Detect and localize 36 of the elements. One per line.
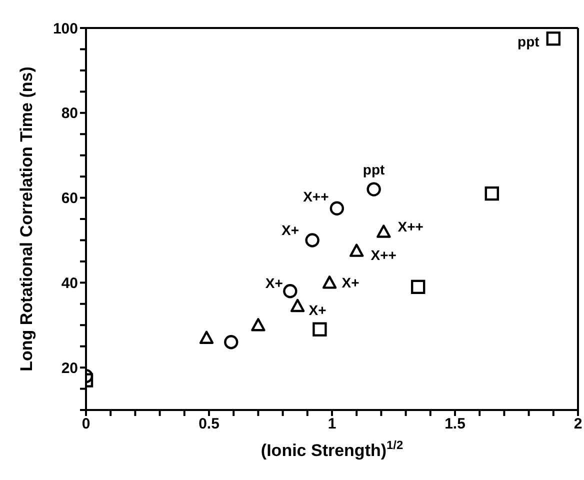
x-tick-label: 2: [574, 416, 582, 433]
annotation: X+: [342, 274, 360, 291]
point: [283, 284, 298, 298]
y-tick-label: 20: [61, 360, 78, 377]
annotation: X++: [370, 246, 396, 263]
point: [484, 186, 499, 201]
annotation: X+: [265, 275, 283, 292]
y-tick-label: 40: [61, 274, 78, 292]
x-tick-label: 0: [82, 416, 90, 433]
x-tick-label: 1: [328, 416, 336, 433]
y-axis-title: Long Rotational Correlation Time (ns): [17, 66, 36, 372]
point: [330, 201, 344, 216]
point: [312, 322, 327, 336]
y-tick-label: 100: [52, 20, 78, 38]
annotation: X++: [398, 218, 424, 235]
annotation: ppt: [362, 161, 386, 178]
annotation: X+: [282, 222, 300, 238]
point: [199, 330, 214, 344]
point: [305, 233, 320, 248]
annotation: ppt: [518, 34, 540, 50]
point: [546, 32, 560, 46]
y-tick-label: 80: [61, 105, 78, 122]
x-axis-title: (Ionic Strength)$^{1/2}$: [260, 438, 404, 460]
point: [366, 182, 381, 196]
x-tick-label: 0.5: [198, 416, 220, 433]
x-tick-label: 1.5: [444, 416, 466, 433]
annotation: X++: [303, 188, 329, 204]
point: [350, 244, 364, 257]
point: [290, 298, 305, 312]
point: [322, 276, 337, 289]
point: [376, 224, 391, 238]
point: [251, 318, 266, 332]
y-tick-label: 60: [61, 190, 78, 208]
annotation: X+: [308, 302, 326, 318]
point: [224, 334, 238, 350]
point: [411, 280, 426, 294]
